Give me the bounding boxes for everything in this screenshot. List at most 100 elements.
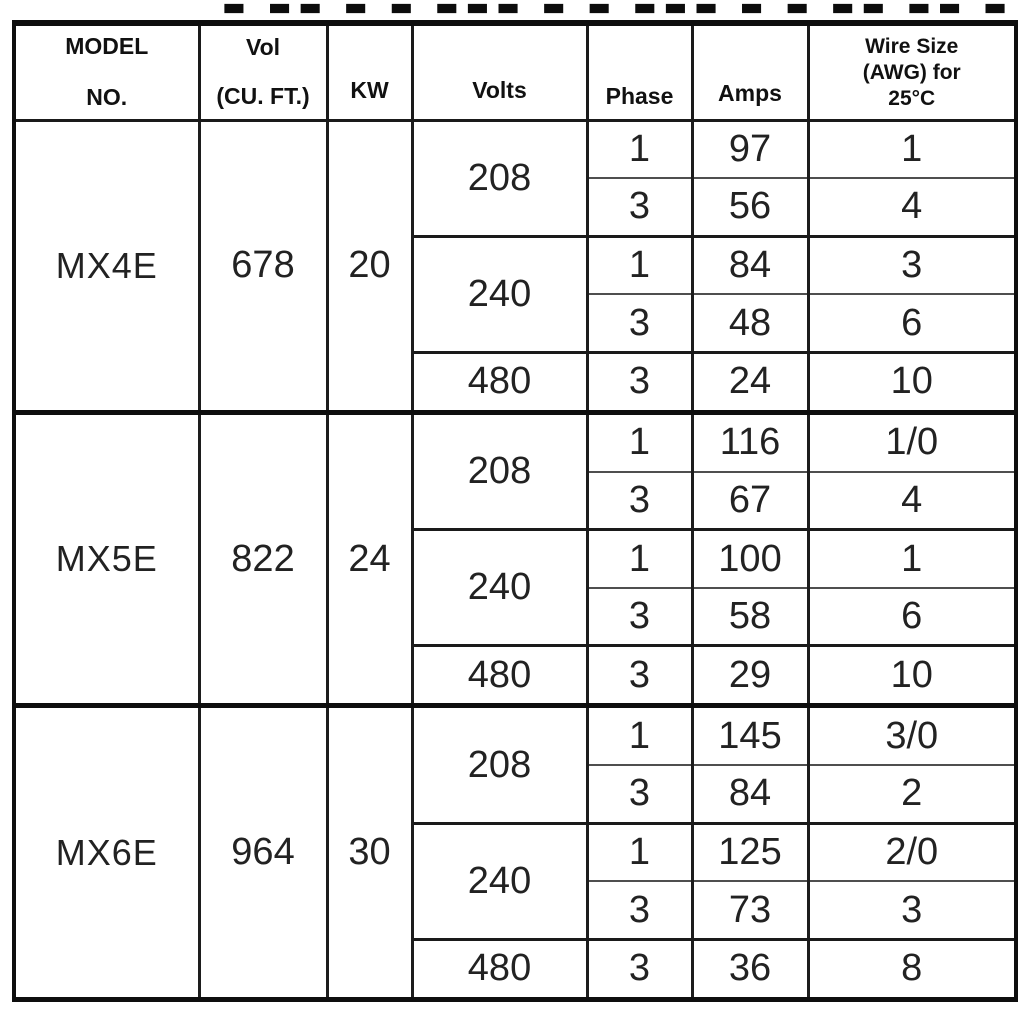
spec-table: MODEL NO. Vol (CU. FT.) KW Volts Phase A	[12, 20, 1018, 1003]
wire-cell: 10	[806, 352, 1018, 415]
table-row: 3 84 2	[14, 765, 1018, 825]
phase-cell: 1	[585, 236, 694, 296]
phase-cell: 3	[585, 587, 694, 648]
wire-cell: 3/0	[806, 705, 1018, 767]
phase-cell: 3	[585, 881, 694, 941]
wire-cell: 3	[806, 236, 1018, 296]
table-row: 3 73 3	[14, 881, 1018, 941]
amps-cell: 73	[690, 881, 810, 941]
header-line: MODEL	[65, 33, 149, 60]
amps-cell: 84	[690, 765, 810, 825]
phase-cell: 3	[585, 765, 694, 825]
amps-cell: 36	[690, 939, 810, 1003]
header-line: KW	[350, 76, 389, 103]
amps-cell: 24	[690, 352, 810, 415]
header-kw: KW	[325, 23, 414, 122]
header-line: Wire Size	[865, 34, 959, 58]
header-line: Amps	[718, 79, 782, 106]
amps-cell: 29	[690, 645, 810, 709]
vol-cell: 678	[197, 120, 329, 415]
header-volts: Volts	[410, 23, 589, 122]
phase-cell: 1	[585, 120, 694, 180]
header-wire-size: Wire Size (AWG) for 25°C	[806, 23, 1018, 122]
table-row: 480 3 36 8	[14, 939, 1018, 1003]
volts-cell: 208	[410, 705, 589, 825]
wire-cell: 1	[806, 120, 1018, 180]
amps-cell: 100	[690, 529, 810, 589]
wire-cell: 1	[806, 529, 1018, 589]
table-row: 480 3 29 10	[14, 645, 1018, 709]
table-row: 3 67 4	[14, 471, 1018, 532]
header-line: Volts	[472, 76, 527, 103]
wire-cell: 6	[806, 587, 1018, 648]
phase-cell: 3	[585, 352, 694, 415]
kw-cell: 30	[325, 705, 414, 1002]
volts-cell: 240	[410, 529, 589, 648]
phase-cell: 3	[585, 178, 694, 238]
phase-cell: 1	[585, 705, 694, 767]
wire-cell: 2	[806, 765, 1018, 825]
amps-cell: 84	[690, 236, 810, 296]
header-row: MODEL NO. Vol (CU. FT.) KW Volts Phase A	[12, 23, 1018, 122]
amps-cell: 58	[690, 587, 810, 648]
table-row: 3 58 6	[14, 587, 1018, 648]
wire-cell: 6	[806, 294, 1018, 354]
amps-cell: 125	[690, 823, 810, 883]
volts-cell: 480	[410, 939, 589, 1003]
wire-cell: 2/0	[806, 823, 1018, 883]
volts-cell: 240	[410, 236, 589, 354]
wire-cell: 8	[806, 939, 1018, 1003]
amps-cell: 56	[690, 178, 810, 238]
header-model-no: MODEL NO.	[12, 23, 201, 122]
vol-cell: 822	[197, 412, 329, 709]
phase-cell: 3	[585, 645, 694, 709]
wire-cell: 3	[806, 881, 1018, 941]
table-row: MX6E 964 30 208 1 145 3/0	[12, 705, 1018, 1002]
wire-cell: 10	[806, 645, 1018, 709]
phase-cell: 3	[585, 939, 694, 1003]
header-line: 25°C	[888, 86, 936, 110]
header-line: (CU. FT.)	[216, 83, 310, 110]
amps-cell: 145	[690, 705, 810, 767]
kw-cell: 24	[325, 412, 414, 709]
table-row: 240 1 84 3	[14, 236, 1018, 354]
header-vol-cu-ft: Vol (CU. FT.)	[197, 23, 329, 122]
header-line: Vol	[245, 34, 281, 61]
model-cell: MX6E	[12, 705, 201, 1002]
volts-cell: 480	[410, 645, 589, 709]
volts-cell: 208	[410, 120, 589, 238]
phase-cell: 1	[585, 412, 694, 473]
vol-cell: 964	[197, 705, 329, 1002]
volts-cell: 208	[410, 412, 589, 532]
phase-cell: 1	[585, 823, 694, 883]
wire-cell: 4	[806, 471, 1018, 532]
model-cell: MX4E	[12, 120, 201, 415]
volts-cell: 480	[410, 352, 589, 415]
amps-cell: 67	[690, 471, 810, 532]
wire-cell: 1/0	[806, 412, 1018, 473]
cut-off-title: ▬ ▬▬ ▬ ▬ ▬▬▬ ▬ ▬ ▬▬▬ ▬ ▬ ▬▬ ▬▬ ▬ ▬	[222, 0, 1024, 16]
header-line: NO.	[86, 84, 128, 111]
amps-cell: 48	[690, 294, 810, 354]
volts-cell: 240	[410, 823, 589, 941]
phase-cell: 1	[585, 529, 694, 589]
header-line: (AWG) for	[862, 60, 961, 84]
phase-cell: 3	[585, 471, 694, 532]
header-amps: Amps	[690, 23, 810, 122]
model-cell: MX5E	[12, 412, 201, 709]
phase-cell: 3	[585, 294, 694, 354]
amps-cell: 116	[690, 412, 810, 473]
amps-cell: 97	[690, 120, 810, 180]
table-row: 3 56 4	[14, 178, 1018, 238]
table-row: 240 1 100 1	[14, 529, 1018, 648]
table-row: 3 48 6	[14, 294, 1018, 354]
wire-cell: 4	[806, 178, 1018, 238]
header-phase: Phase	[585, 23, 694, 122]
table-row: MX5E 822 24 208 1 116 1/0	[12, 412, 1018, 709]
table-body: MX4E 678 20 208 1 97 1 3 56 4 240 1 84 3 3 48 6 480 3 24 10 M…	[12, 120, 1018, 1003]
table-row: 480 3 24 10	[14, 352, 1018, 415]
header-line: Phase	[605, 82, 674, 109]
kw-cell: 20	[325, 120, 414, 415]
table-row: 240 1 125 2/0	[14, 823, 1018, 941]
